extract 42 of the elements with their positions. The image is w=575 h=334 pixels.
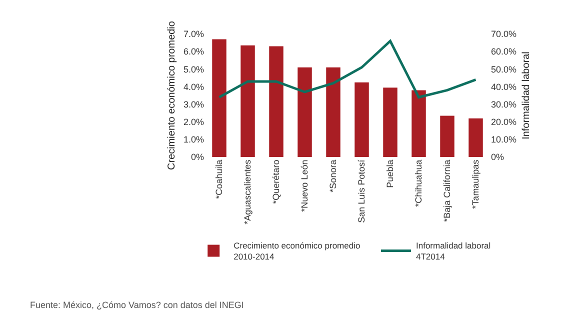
- y2-tick-label: 50.0%: [491, 64, 517, 74]
- x-tick-label: *Tamaulipas: [470, 159, 481, 209]
- x-tick-label: Puebla: [385, 160, 396, 188]
- bar: [326, 67, 340, 157]
- y-axis-title: Crecimiento económico promedio: [166, 20, 178, 170]
- bar: [298, 67, 312, 157]
- x-tick-label: *Sonora: [328, 160, 338, 192]
- bar: [383, 88, 398, 157]
- bar: [212, 39, 226, 157]
- y-tick-label: 5.0%: [183, 64, 204, 74]
- legend-label: Informalidad laboral 4T2014: [416, 240, 491, 262]
- bar: [468, 118, 483, 157]
- legend-label: Crecimiento económico promedio 2010-2014: [234, 240, 360, 262]
- y2-tick-label: 40.0%: [491, 82, 517, 92]
- y-tick-label: 4.0%: [183, 82, 204, 92]
- x-tick-label: *Aguascalientes: [242, 159, 253, 224]
- y-tick-label: 0%: [190, 152, 204, 162]
- y-tick-label: 1.0%: [183, 134, 204, 145]
- bar: [440, 116, 454, 157]
- y2-tick-label: 20.0%: [491, 117, 517, 128]
- y2-tick-label: 0%: [491, 152, 504, 162]
- x-tick-label: San Luis Potosí: [356, 159, 367, 223]
- bar: [269, 46, 284, 157]
- x-tick-label: *Querétaro: [271, 160, 282, 204]
- line-series: [218, 40, 477, 99]
- bar: [240, 45, 255, 157]
- y-tick-label: 7.0%: [183, 29, 204, 40]
- x-tick-label: *Baja California: [442, 160, 452, 222]
- x-tick-label: *Chihuahua: [414, 160, 424, 207]
- bar: [412, 90, 426, 157]
- y2-tick-label: 70.0%: [491, 29, 517, 40]
- bar: [354, 82, 369, 157]
- y2-axis-title: Informalidad laboral: [521, 52, 532, 140]
- y-tick-label: 2.0%: [183, 117, 204, 128]
- y2-tick-label: 30.0%: [491, 99, 517, 110]
- x-tick-label: *Coahuila: [214, 160, 224, 199]
- x-tick-label: *Nuevo León: [300, 160, 310, 212]
- y2-tick-label: 60.0%: [491, 46, 517, 57]
- y2-tick-label: 10.0%: [491, 134, 517, 145]
- y-tick-label: 6.0%: [183, 46, 204, 57]
- y-tick-label: 3.0%: [183, 99, 204, 110]
- source-note: Fuente: México, ¿Cómo Vamos? con datos del INEGI: [30, 300, 244, 310]
